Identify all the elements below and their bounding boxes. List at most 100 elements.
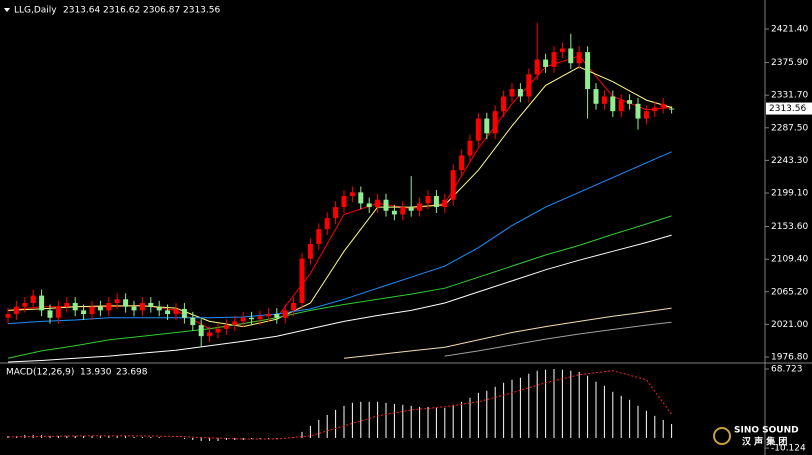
candle-body: [181, 308, 187, 318]
candle-body: [106, 302, 112, 311]
y-tick-label: 68.723: [771, 364, 803, 374]
candle-body: [534, 59, 540, 75]
candle-body: [669, 108, 675, 110]
y-tick-label: 2287.50: [771, 123, 808, 133]
y-tick-label: 2021.00: [771, 320, 808, 330]
candle-body: [601, 96, 607, 104]
candle-body: [156, 306, 162, 311]
candle-body: [72, 302, 78, 311]
y-tick-label: 2421.40: [771, 25, 808, 35]
candle-body: [417, 203, 423, 211]
y-tick-label: 1976.80: [771, 352, 808, 362]
candle-body: [643, 111, 649, 119]
candle-body: [131, 306, 137, 311]
y-tick-label: 2243.30: [771, 156, 808, 166]
candle-body: [22, 302, 28, 307]
candle-body: [660, 103, 666, 108]
menu-arrow: [4, 8, 10, 12]
moving-average: [7, 66, 672, 328]
candle-body: [341, 196, 347, 208]
candle-body: [89, 306, 95, 315]
candle-body: [627, 100, 633, 104]
candle-body: [467, 140, 473, 156]
candle-body: [274, 314, 280, 318]
candle-body: [123, 299, 129, 307]
candle-body: [433, 196, 439, 208]
candle-body: [148, 302, 154, 307]
candle-body: [459, 155, 465, 171]
candle-body: [215, 328, 221, 333]
candle-body: [358, 192, 364, 204]
chart-title: LLG,Daily: [14, 6, 57, 16]
candle-body: [635, 103, 641, 119]
candle-body: [324, 218, 330, 230]
candle-body: [383, 199, 389, 211]
candle-body: [282, 310, 288, 318]
close-value: 2313.56: [183, 6, 220, 16]
candle-body: [291, 302, 297, 311]
moving-average: [7, 234, 672, 363]
candle-body: [30, 295, 36, 303]
candle-body: [299, 258, 305, 303]
logo: [713, 427, 731, 445]
candle-body: [5, 314, 11, 318]
candle-body: [593, 89, 599, 104]
candle-body: [425, 196, 431, 204]
y-tick-label: 2153.60: [771, 222, 808, 232]
candle-body: [240, 317, 246, 322]
candle-body: [265, 314, 271, 317]
candle-body: [249, 317, 255, 320]
signal-line: [7, 370, 673, 440]
candle-body: [475, 118, 481, 141]
candle-body: [333, 207, 339, 219]
candle-body: [223, 325, 229, 329]
candle-body: [442, 199, 448, 208]
moving-average: [343, 307, 672, 359]
price-box: [766, 102, 812, 115]
candle-body: [568, 48, 574, 64]
candle-body: [652, 107, 658, 112]
candle-body: [450, 170, 456, 200]
candle-body: [198, 325, 204, 337]
candle-body: [316, 229, 322, 244]
candle-body: [39, 295, 45, 311]
candle-body: [165, 310, 171, 315]
y-tick-label: 2375.90: [771, 58, 808, 68]
moving-average: [7, 55, 672, 330]
candle-body: [526, 74, 532, 97]
candle-body: [408, 207, 414, 211]
candle-body: [207, 332, 213, 337]
candle-body: [13, 306, 19, 315]
candle-body: [366, 203, 372, 208]
moving-average: [7, 151, 672, 325]
brand-chinese: 汉 声 集 团: [742, 436, 787, 448]
candle-body: [375, 199, 381, 208]
candle-body: [610, 96, 616, 112]
candle-body: [190, 317, 196, 326]
y-tick-label: 2065.20: [771, 287, 808, 297]
moving-average: [444, 321, 672, 357]
brand: SINO SOUND: [734, 426, 799, 436]
watermark: SINO SOUND 汉 声 集 团: [713, 426, 799, 448]
y-tick-label: 2331.70: [771, 91, 808, 101]
y-tick-label: 2199.10: [771, 188, 808, 198]
candle-body: [551, 52, 557, 67]
candle-body: [232, 321, 238, 326]
macd-title: MACD(12,26,9): [6, 368, 74, 378]
open-value: 2313.64: [63, 6, 100, 16]
candle-body: [64, 302, 70, 307]
candle-body: [114, 299, 120, 303]
candle-body: [55, 306, 61, 318]
candle-body: [400, 207, 406, 215]
signal-value: 23.698: [116, 368, 148, 378]
candle-body: [585, 52, 591, 90]
candle-body: [543, 59, 549, 67]
candle-body: [257, 316, 263, 320]
candle-body: [139, 302, 145, 311]
y-tick-label: 2109.40: [771, 255, 808, 265]
low-value: 2306.87: [143, 6, 180, 16]
candle-body: [391, 210, 397, 215]
candle-body: [97, 306, 103, 311]
candle-body: [349, 192, 355, 197]
